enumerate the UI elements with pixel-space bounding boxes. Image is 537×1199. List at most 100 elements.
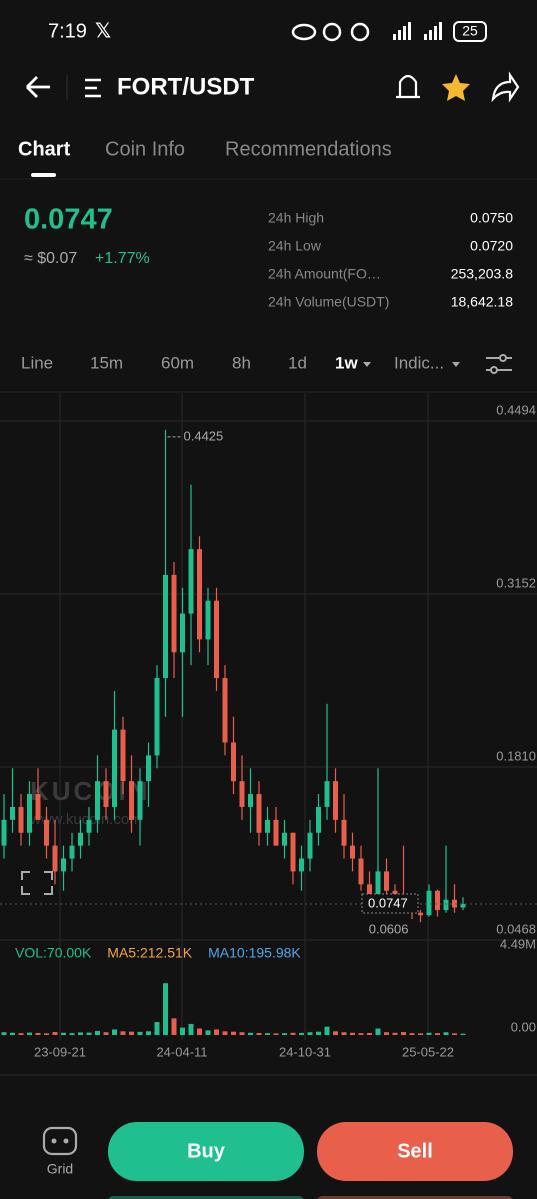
- x-tick-label: 24-10-31: [279, 1044, 331, 1059]
- volume-legend: MA5:212.51K: [107, 945, 192, 961]
- x-tick-label: 23-09-21: [34, 1044, 86, 1059]
- tab[interactable]: Recommendations: [225, 138, 392, 160]
- candle-body: [61, 858, 66, 872]
- volume-bar: [163, 983, 168, 1035]
- button-edge: [108, 1196, 304, 1199]
- volume-bar: [367, 1032, 372, 1035]
- volume-bar: [129, 1031, 134, 1035]
- volume-bar: [154, 1022, 160, 1035]
- candle-body: [163, 574, 168, 679]
- candle-body: [256, 794, 262, 833]
- candle-body: [95, 781, 100, 820]
- buy-button[interactable]: [108, 1122, 304, 1181]
- volume-bar: [248, 1032, 253, 1035]
- volume-bar: [27, 1032, 32, 1035]
- x-tick-label: 25-05-22: [402, 1044, 454, 1059]
- volume-bar: [375, 1028, 381, 1035]
- settings-button[interactable]: [490, 366, 498, 374]
- volume-bar: [392, 1032, 398, 1035]
- sell-button[interactable]: [317, 1122, 513, 1181]
- last-price-box: [361, 893, 419, 914]
- settings-button[interactable]: [486, 357, 512, 371]
- candle-body: [205, 600, 211, 640]
- volume-bar: [103, 1032, 109, 1035]
- volume-bar: [231, 1031, 236, 1035]
- interval-tab[interactable]: Indic...: [394, 353, 444, 372]
- candle-body: [112, 729, 117, 807]
- volume-bar: [222, 1031, 228, 1035]
- volume-bar: [452, 1033, 457, 1035]
- volume-bar: [35, 1032, 41, 1035]
- favorite-button[interactable]: [442, 74, 470, 101]
- buy-label[interactable]: Buy: [187, 1140, 226, 1162]
- volume-bar: [282, 1033, 287, 1035]
- candle-body: [265, 819, 270, 833]
- signal-icon: [393, 22, 442, 40]
- volume-bar: [86, 1032, 92, 1035]
- candle-body: [10, 806, 15, 820]
- grid-icon: [51, 1138, 57, 1144]
- last-price: 0.0747: [24, 204, 113, 236]
- volume-bar: [239, 1032, 245, 1035]
- interval-tab[interactable]: 1w: [335, 353, 358, 372]
- volume-bar: [78, 1032, 83, 1035]
- last-price-label: 0.0747: [368, 895, 408, 910]
- interval-tab[interactable]: 8h: [232, 353, 251, 372]
- candle-body: [171, 574, 177, 653]
- sell-label[interactable]: Sell: [397, 1140, 433, 1162]
- candle-body: [69, 845, 75, 859]
- volume-bar: [316, 1031, 321, 1035]
- back-button[interactable]: [26, 76, 50, 98]
- x-tick-label: 24-04-11: [156, 1044, 207, 1059]
- volume-bar: [273, 1033, 279, 1035]
- interval-tab[interactable]: 1d: [288, 353, 307, 372]
- share-button[interactable]: [491, 71, 520, 103]
- status-time: 7:19: [48, 20, 87, 42]
- status-icon: [350, 22, 370, 42]
- status-icon: 𝕏: [95, 20, 111, 42]
- stat-value: 0.0750: [470, 210, 513, 226]
- candle-body: [350, 845, 355, 859]
- y-tick-label: 0.0468: [496, 921, 536, 936]
- candle-body: [44, 819, 49, 846]
- candle-body: [27, 794, 32, 833]
- volume-bar: [171, 1018, 177, 1035]
- volume-bar: [112, 1029, 117, 1035]
- volume-bar: [137, 1031, 143, 1035]
- candle-body: [120, 729, 126, 782]
- status-icon: [291, 23, 317, 41]
- candle-body: [384, 871, 389, 891]
- stat-label: 24h Amount(FO…: [268, 266, 381, 282]
- volume-legend: VOL:70.00K: [15, 945, 92, 961]
- volume-bar: [409, 1033, 415, 1035]
- candle-body: [358, 858, 364, 885]
- fullscreen-button[interactable]: [21, 871, 53, 895]
- interval-tab[interactable]: 15m: [90, 353, 123, 372]
- alert-button[interactable]: [396, 74, 420, 99]
- candle-body: [324, 781, 330, 807]
- y-tick-label: 0.3152: [496, 575, 536, 590]
- pair-title: FORT/USDT: [117, 73, 255, 100]
- stat-value: 0.0720: [470, 238, 513, 254]
- candle-body: [129, 781, 134, 820]
- tab[interactable]: Coin Info: [105, 138, 185, 160]
- volume-bar: [265, 1033, 270, 1035]
- volume-bar: [205, 1030, 211, 1035]
- stat-value: 18,642.18: [451, 294, 513, 310]
- watermark-url: www.kucoin.com: [29, 811, 142, 828]
- volume-bar: [350, 1032, 355, 1035]
- interval-tab[interactable]: Line: [21, 353, 53, 372]
- candle-body: [52, 845, 58, 872]
- tab[interactable]: Chart: [18, 138, 71, 160]
- settings-button[interactable]: [499, 354, 507, 362]
- volume-bar: [333, 1031, 338, 1035]
- volume-bar: [435, 1033, 440, 1035]
- grid-label[interactable]: Grid: [47, 1161, 73, 1177]
- candle-body: [214, 600, 219, 679]
- volume-bar: [146, 1031, 151, 1035]
- volume-bar: [10, 1032, 15, 1035]
- interval-tab[interactable]: 60m: [161, 353, 194, 372]
- grid-icon[interactable]: [42, 1126, 78, 1156]
- volume-bar: [384, 1032, 389, 1035]
- menu-button[interactable]: [85, 78, 101, 98]
